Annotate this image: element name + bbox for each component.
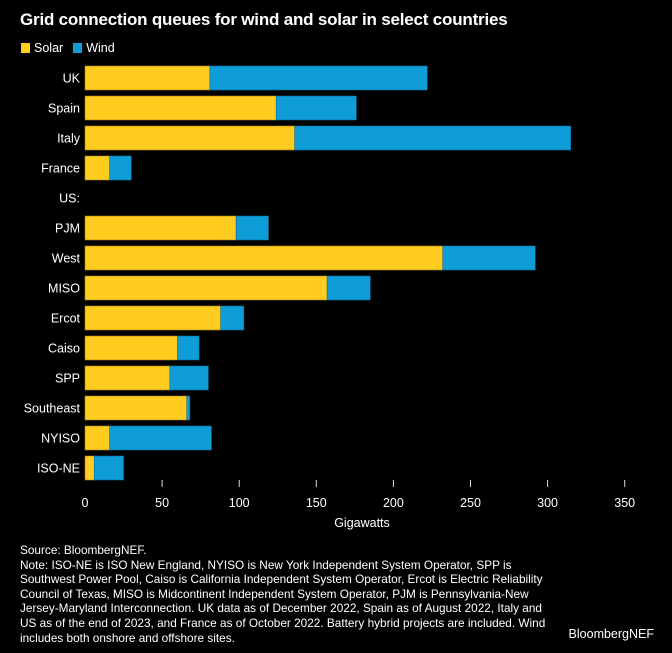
footnote: Source: BloombergNEF. Note: ISO-NE is IS…: [20, 543, 560, 645]
bar-solar-italy: [84, 125, 296, 151]
x-tick-label-150: 150: [306, 496, 327, 510]
bar-wind-iso-ne: [93, 455, 124, 481]
legend-item-wind: Wind: [73, 41, 115, 55]
x-tick-label-50: 50: [155, 496, 169, 510]
legend: Solar Wind: [21, 41, 125, 55]
source-text: Source: BloombergNEF.: [20, 543, 147, 557]
bar-wind-nyiso: [109, 425, 212, 451]
bar-wind-spp: [169, 365, 209, 391]
bar-wind-spain: [275, 95, 357, 121]
bar-solar-nyiso: [84, 425, 110, 451]
category-label-miso: MISO: [48, 282, 80, 296]
bar-solar-spain: [84, 95, 277, 121]
chart-title: Grid connection queues for wind and sola…: [20, 10, 508, 29]
category-label-iso-ne: ISO-NE: [37, 462, 80, 476]
bar-wind-southeast: [186, 395, 191, 421]
x-tick-label-200: 200: [383, 496, 404, 510]
legend-label-solar: Solar: [34, 41, 64, 55]
x-axis-label: Gigawatts: [334, 516, 390, 530]
bar-solar-uk: [84, 65, 211, 91]
bar-solar-west: [84, 245, 444, 271]
bar-wind-miso: [326, 275, 371, 301]
category-label-ercot: Ercot: [51, 312, 81, 326]
x-tick-label-350: 350: [614, 496, 635, 510]
bar-solar-southeast: [84, 395, 188, 421]
bar-wind-pjm: [235, 215, 269, 241]
bar-wind-italy: [294, 125, 572, 151]
legend-swatch-solar: [21, 43, 30, 53]
note-text: Note: ISO-NE is ISO New England, NYISO i…: [20, 557, 546, 645]
category-label-spp: SPP: [55, 372, 80, 386]
category-label-southeast: Southeast: [24, 402, 81, 416]
bar-wind-france: [109, 155, 132, 181]
x-tick-label-0: 0: [82, 496, 89, 510]
bar-chart: UK Spain Italy France US: PJM West MISO Ercot Cai…: [24, 65, 635, 530]
bar-solar-iso-ne: [84, 455, 95, 481]
category-label-us: US:: [59, 192, 80, 206]
legend-label-wind: Wind: [86, 41, 115, 55]
legend-item-solar: Solar: [21, 41, 63, 55]
category-label-pjm: PJM: [55, 222, 80, 236]
bar-solar-spp: [84, 365, 171, 391]
bar-wind-uk: [209, 65, 428, 91]
x-tick-label-250: 250: [460, 496, 481, 510]
bar-wind-west: [442, 245, 536, 271]
bar-solar-miso: [84, 275, 328, 301]
bar-solar-ercot: [84, 305, 221, 331]
legend-swatch-wind: [73, 43, 83, 53]
x-tick-label-300: 300: [537, 496, 558, 510]
bar-solar-france: [84, 155, 110, 181]
bar-solar-pjm: [84, 215, 237, 241]
category-label-spain: Spain: [48, 102, 80, 116]
category-label-caiso: Caiso: [48, 342, 80, 356]
category-label-nyiso: NYISO: [41, 432, 80, 446]
x-tick-label-100: 100: [229, 496, 250, 510]
category-label-italy: Italy: [57, 132, 81, 146]
brand-logo: BloombergNEF: [568, 627, 654, 641]
category-label-france: France: [41, 162, 80, 176]
bar-solar-caiso: [84, 335, 178, 361]
category-label-uk: UK: [63, 72, 81, 86]
category-label-west: West: [52, 252, 81, 266]
bar-wind-ercot: [220, 305, 245, 331]
bar-wind-caiso: [177, 335, 200, 361]
